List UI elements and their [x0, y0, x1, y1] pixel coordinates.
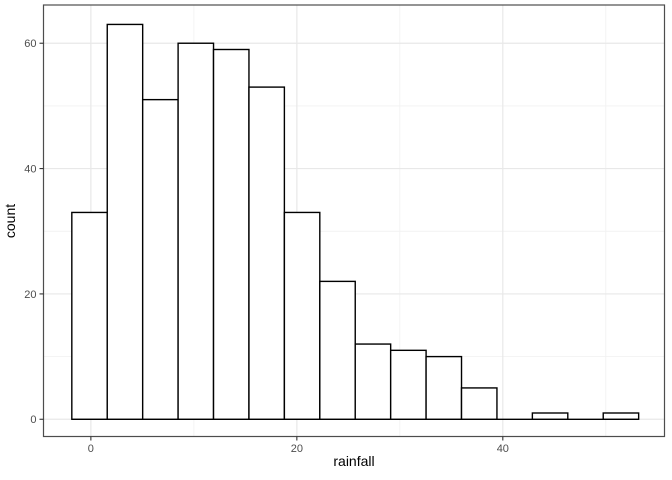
- histogram-bar: [531, 412, 569, 420]
- histogram-bar: [389, 349, 427, 420]
- histogram-bar: [248, 86, 286, 420]
- histogram-bar: [283, 211, 321, 420]
- y-tick-label: 40: [24, 163, 36, 175]
- x-tick-label: 40: [497, 443, 509, 455]
- histogram-bar: [71, 211, 108, 420]
- y-tick-label: 0: [30, 414, 36, 426]
- x-tick-labels: 0 20 40: [88, 443, 509, 455]
- histogram-bar: [141, 98, 179, 420]
- y-tick-labels: 0 20 40 60: [24, 38, 36, 426]
- axis-ticks: [39, 42, 504, 441]
- histogram-bar: [319, 280, 356, 420]
- y-tick-label: 60: [24, 38, 36, 50]
- y-axis-title: count: [2, 204, 18, 238]
- histogram-bar: [106, 23, 144, 420]
- histogram-bar: [425, 355, 463, 420]
- panel-border: [42, 4, 666, 438]
- histogram-bar: [602, 412, 640, 420]
- x-tick-label: 20: [291, 443, 303, 455]
- y-tick-label: 20: [24, 289, 36, 301]
- histogram-bar: [460, 387, 498, 420]
- histogram-bar: [212, 48, 250, 420]
- histogram-bars: [71, 23, 640, 420]
- x-axis-title: rainfall: [333, 453, 374, 469]
- x-tick-label: 0: [88, 443, 94, 455]
- histogram-bar: [177, 42, 215, 420]
- histogram-bar: [354, 343, 392, 420]
